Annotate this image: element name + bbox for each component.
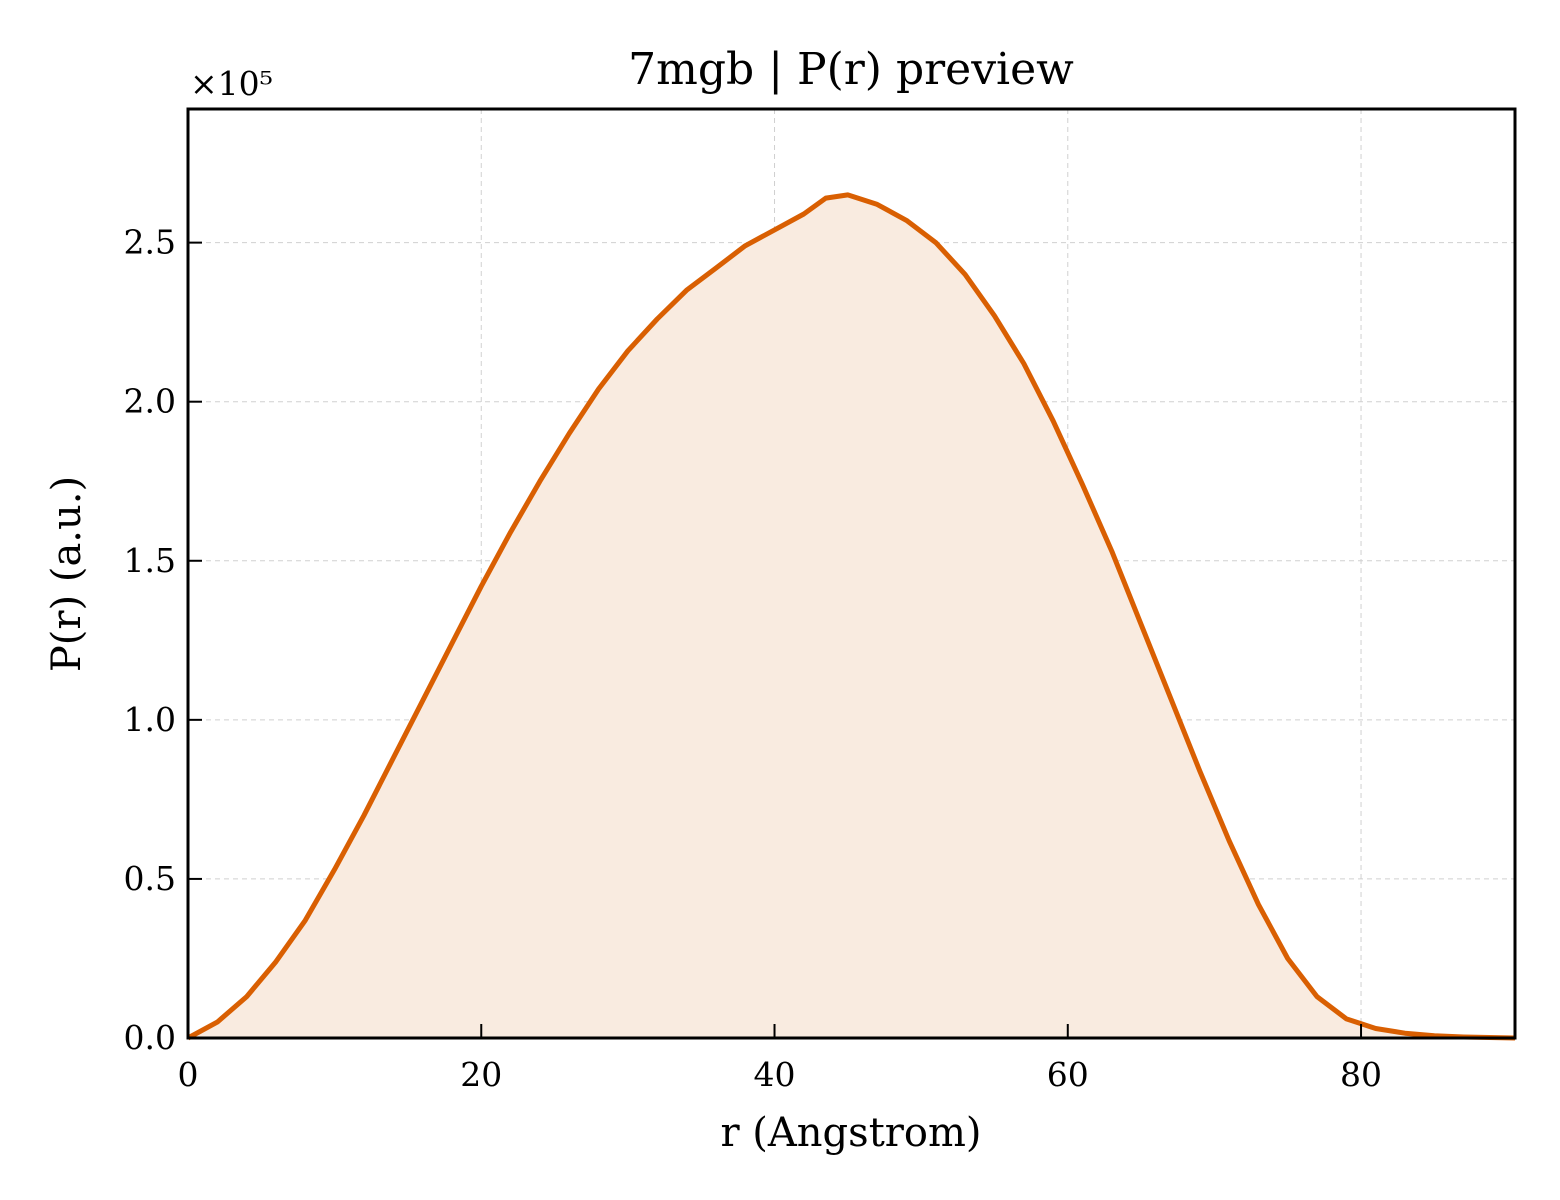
pr-series-line [186, 192, 1516, 1041]
x-tick-label: 60 [1047, 1055, 1089, 1094]
pr-area-fill [188, 194, 1515, 1038]
x-tick-label: 40 [754, 1055, 796, 1094]
y-tick-label: 0.5 [124, 859, 176, 898]
chart-title: 7mgb | P(r) preview [628, 44, 1074, 95]
y-tick-label: 0.0 [124, 1018, 176, 1057]
plot-frame [186, 107, 1517, 1040]
y-axis-multiplier: ×10⁵ [190, 64, 273, 103]
x-tick-label: 80 [1340, 1055, 1382, 1094]
x-axis-label: r (Angstrom) [720, 1110, 981, 1156]
y-tick-label: 1.5 [124, 541, 176, 580]
x-tick-label: 20 [460, 1055, 502, 1094]
y-tick-label: 2.5 [124, 223, 176, 262]
y-tick-label: 2.0 [124, 382, 176, 421]
x-tick-label: 0 [178, 1055, 199, 1094]
y-tick-label: 1.0 [124, 700, 176, 739]
y-axis-label: P(r) (a.u.) [44, 476, 90, 672]
